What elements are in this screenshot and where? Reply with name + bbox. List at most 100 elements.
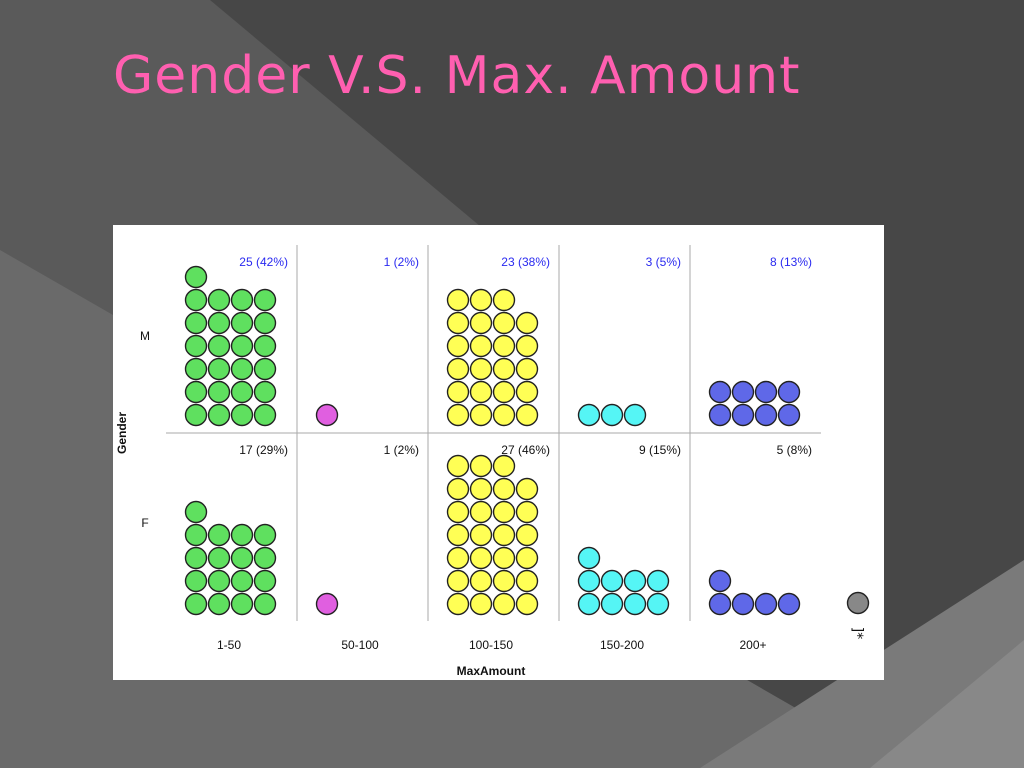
data-point [184,403,208,427]
data-point [184,334,208,358]
data-point [754,403,778,427]
data-point [207,288,231,312]
data-point [515,477,539,501]
data-point [207,523,231,547]
data-point [469,334,493,358]
data-point [446,454,470,478]
data-point [492,500,516,524]
cell-count-label: 27 (46%) [501,443,550,457]
data-point [253,334,277,358]
data-point [207,311,231,335]
cell-count-label: 25 (42%) [239,255,288,269]
data-point [253,288,277,312]
data-point [446,592,470,616]
data-point [600,592,624,616]
data-point [515,592,539,616]
data-point [731,380,755,404]
data-point [184,546,208,570]
data-point [207,334,231,358]
data-point [754,380,778,404]
data-point [253,311,277,335]
data-point [253,546,277,570]
data-point [708,403,732,427]
data-point [731,592,755,616]
data-point [492,569,516,593]
data-point [515,334,539,358]
data-point [184,288,208,312]
data-point [184,380,208,404]
cell-count-label: 1 (2%) [384,443,419,457]
data-point [515,357,539,381]
data-point [623,569,647,593]
data-point [184,265,208,289]
data-point [469,546,493,570]
data-point [708,569,732,593]
data-point [315,592,339,616]
data-point [777,592,801,616]
data-point [577,403,601,427]
dot-chart: M F Gender 25 (42%) 1 (2%) 23 (38%) 3 (5%) 8 (1… [115,245,870,678]
data-point [446,477,470,501]
data-point [515,523,539,547]
data-point [515,569,539,593]
slide-title: Gender V.S. Max. Amount [113,46,801,106]
data-point [777,403,801,427]
data-point [207,569,231,593]
data-point [207,357,231,381]
row-label-f: F [141,516,148,530]
data-point [446,311,470,335]
data-point [600,569,624,593]
data-point [469,592,493,616]
data-point [515,380,539,404]
data-point [731,403,755,427]
legend-label: ]* [849,627,865,639]
cell-count-label: 8 (13%) [770,255,812,269]
data-point [446,500,470,524]
data-point [492,357,516,381]
x-tick-label: 200+ [739,638,766,652]
data-point [777,380,801,404]
data-point [492,523,516,547]
data-point [623,403,647,427]
data-point [492,334,516,358]
data-point [469,311,493,335]
data-point [184,500,208,524]
data-point [230,334,254,358]
data-point [469,477,493,501]
data-point [253,380,277,404]
data-point [230,357,254,381]
data-point [230,311,254,335]
data-point [253,592,277,616]
data-point [492,546,516,570]
data-point [446,380,470,404]
data-point [184,523,208,547]
x-tick-label: 100-150 [469,638,513,652]
data-point [600,403,624,427]
chart-panel: M F Gender 25 (42%) 1 (2%) 23 (38%) 3 (5%) 8 (1… [113,225,884,680]
data-point [446,357,470,381]
data-point [230,546,254,570]
cell-count-label: 3 (5%) [646,255,681,269]
data-point [492,477,516,501]
data-point [492,311,516,335]
data-point [184,357,208,381]
data-point [446,569,470,593]
cell-count-label: 9 (15%) [639,443,681,457]
data-point [446,523,470,547]
cell-count-label: 23 (38%) [501,255,550,269]
data-point [184,311,208,335]
data-point [492,380,516,404]
data-point [230,592,254,616]
cell-count-label: 5 (8%) [777,443,812,457]
row-label-m: M [140,329,150,343]
data-point [253,523,277,547]
data-point [515,311,539,335]
data-point [446,334,470,358]
data-point [469,500,493,524]
data-point [230,403,254,427]
data-point [469,357,493,381]
data-point [207,546,231,570]
data-point [469,288,493,312]
data-point [577,569,601,593]
data-point [469,454,493,478]
